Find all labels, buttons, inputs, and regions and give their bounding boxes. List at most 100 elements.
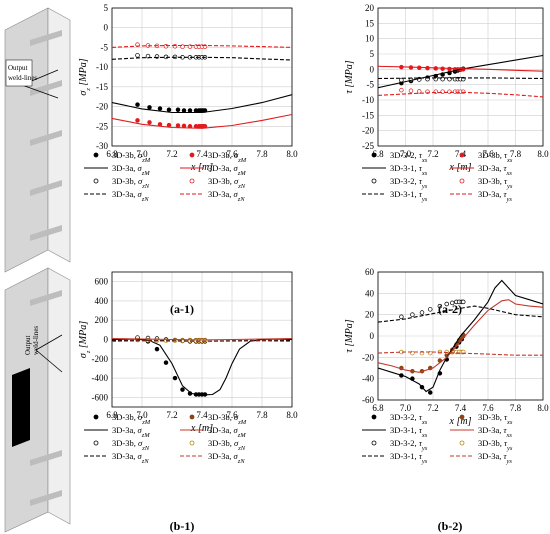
- y-tick-label: -5: [101, 42, 109, 52]
- x-tick-label: 7.0: [400, 149, 412, 159]
- y-tick-label: -20: [362, 126, 374, 136]
- series-line: [378, 65, 543, 72]
- series-line: [112, 94, 292, 114]
- series-line: [112, 337, 292, 341]
- series-line: [112, 44, 292, 48]
- legend-label: 3D-3a, σzN: [112, 451, 149, 465]
- legend-label: 3D-3a, σzN: [208, 451, 245, 465]
- legend-label: 3D-3b, τys: [478, 176, 513, 190]
- legend-entry: 3D-3-1, τys: [362, 189, 428, 203]
- x-tick-label: 6.8: [372, 149, 384, 159]
- data-point: [181, 108, 187, 113]
- legend-entry: 3D-3b, τys: [459, 438, 513, 452]
- legend-entry: 3D-3-1, τxs: [362, 425, 428, 439]
- legend-entry: 3D-3-2, τxs: [371, 412, 428, 426]
- x-tick-label: 7.0: [136, 149, 148, 159]
- data-point: [399, 87, 404, 93]
- model-illustration-a: Output weld-lines: [4, 7, 71, 273]
- data-point: [135, 102, 140, 107]
- x-tick-label: 7.8: [256, 410, 268, 420]
- data-point: [175, 123, 181, 128]
- legend-label: 3D-3a, σzM: [208, 425, 246, 439]
- x-tick-label: 7.4: [455, 403, 467, 413]
- plot-frame: [377, 7, 544, 147]
- legend-label: 3D-3a, σzM: [112, 425, 150, 439]
- y-tick-label: -15: [362, 110, 374, 120]
- legend-label: 3D-3-1, τys: [390, 189, 428, 203]
- legend-marker: [189, 152, 195, 158]
- legend-label: 3D-3-2, τys: [390, 176, 428, 190]
- y-tick-label: 0: [370, 64, 375, 74]
- x-tick-label: 7.4: [196, 410, 208, 420]
- y-axis-label: τ [MPa]: [344, 60, 355, 93]
- data-point: [135, 118, 140, 123]
- y-tick-label: 15: [365, 18, 375, 28]
- y-tick-label: 10: [365, 34, 375, 44]
- legend-label: 3D-3-2, τxs: [390, 150, 428, 164]
- y-tick-label: 20: [365, 310, 375, 320]
- x-tick-label: 7.6: [226, 149, 238, 159]
- legend-marker: [459, 440, 465, 446]
- legend-label: 3D-3a, σzM: [112, 163, 150, 177]
- legend-marker: [93, 414, 99, 420]
- plot-frame: [111, 7, 293, 147]
- svg-text:weld-lines: weld-lines: [32, 326, 40, 355]
- y-tick-label: -200: [92, 354, 109, 364]
- data-point: [437, 303, 443, 309]
- y-tick-label: -20: [96, 102, 108, 112]
- x-tick-label: 8.0: [286, 149, 298, 159]
- legend-entry: 3D-3a, σzN: [84, 451, 149, 465]
- x-tick-label: 7.2: [427, 149, 438, 159]
- legend-entry: 3D-3b, σzN: [189, 438, 246, 452]
- panel-label-b2: (b-2): [438, 519, 463, 533]
- y-tick-label: -40: [362, 374, 374, 384]
- data-point: [461, 89, 466, 94]
- y-tick-label: 0: [104, 335, 109, 345]
- chart-a2: 6.87.07.27.47.67.88.0-25-20-15-10-505101…: [344, 3, 549, 203]
- data-point: [166, 107, 172, 112]
- series-line: [378, 77, 543, 80]
- data-point: [147, 105, 152, 110]
- legend-label: 3D-3a, τxs: [478, 163, 512, 177]
- y-tick-label: -25: [362, 141, 374, 151]
- legend-marker: [371, 178, 377, 184]
- legend-entry: 3D-3a, τys: [450, 189, 512, 203]
- legend-label: 3D-3b, σzN: [112, 438, 150, 452]
- y-tick-label: -20: [362, 352, 374, 362]
- legend-marker: [459, 152, 465, 158]
- y-tick-label: -30: [96, 141, 108, 151]
- legend-entry: 3D-3-2, τys: [371, 438, 428, 452]
- legend-label: 3D-3a, τys: [478, 189, 512, 203]
- series-line: [112, 113, 292, 129]
- legend-label: 3D-3b, σzN: [208, 438, 246, 452]
- data-point: [450, 300, 455, 306]
- plot-frame: [377, 271, 544, 401]
- panel-label-a1: (a-1): [170, 302, 194, 316]
- data-point: [166, 122, 172, 128]
- legend-marker: [459, 178, 465, 184]
- legend-entry: 3D-3b, σzN: [93, 438, 150, 452]
- legend-entry: 3D-3a, τys: [450, 451, 512, 465]
- legend-label: 3D-3b, σzN: [112, 176, 150, 190]
- data-point: [440, 66, 445, 71]
- data-point: [417, 89, 422, 94]
- y-tick-label: 0: [370, 331, 375, 341]
- data-point: [157, 106, 163, 111]
- legend-entry: 3D-3-1, τys: [362, 451, 428, 465]
- legend-marker: [371, 152, 377, 158]
- legend-marker: [371, 414, 377, 420]
- x-tick-label: 7.2: [427, 403, 438, 413]
- legend-entry: 3D-3a, σzM: [84, 163, 150, 177]
- data-point: [181, 123, 187, 129]
- legend-marker: [93, 152, 99, 158]
- data-point: [444, 301, 450, 307]
- legend-entry: 3D-3b, σzN: [93, 176, 150, 190]
- legend-label: 3D-3b, τxs: [478, 150, 513, 164]
- series-line: [378, 299, 543, 373]
- chart-a1: 6.8 7.0 7.2 7.4 7.6 7.8 8.0 -30 -25 -20 -15 -10 -5 0 5…: [78, 3, 298, 203]
- legend-label: 3D-3a, σzN: [208, 189, 245, 203]
- legend-marker: [189, 178, 195, 184]
- legend-entry: 3D-3a, σzM: [180, 425, 246, 439]
- y-tick-label: -25: [96, 121, 108, 131]
- x-tick-label: 8.0: [286, 410, 298, 420]
